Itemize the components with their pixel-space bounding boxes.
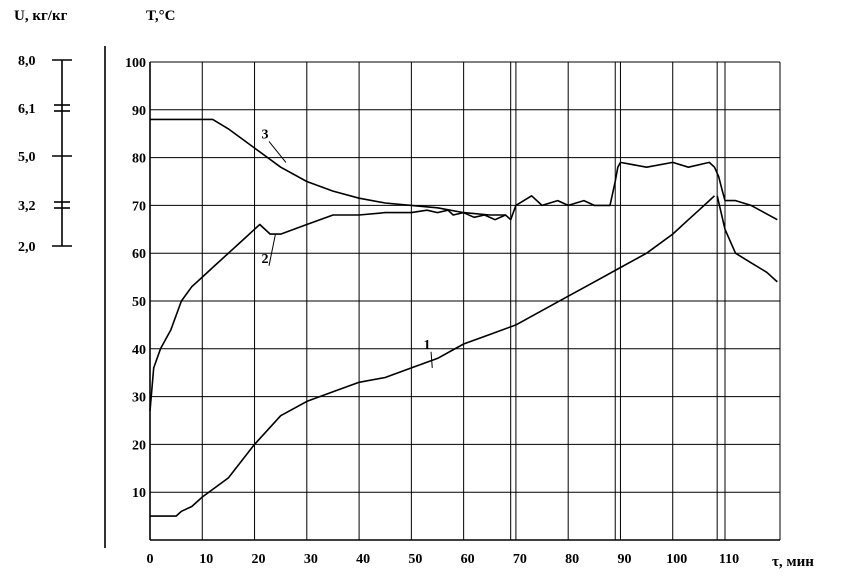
grid — [150, 61, 781, 540]
y-tick-label: 70 — [132, 199, 146, 214]
curve-label: 1 — [424, 338, 431, 353]
y-tick-label: 30 — [132, 391, 146, 406]
x-tick-label: 90 — [617, 552, 631, 567]
curve-label-leader — [430, 351, 433, 368]
curve-label: 3 — [262, 127, 269, 142]
curve-label: 2 — [262, 252, 269, 267]
u-axis-title: U, кг/кг — [14, 8, 68, 24]
y-tick-label: 80 — [132, 152, 146, 167]
u-tick-label: 8,0 — [18, 54, 36, 69]
series-line-4 — [716, 195, 778, 283]
x-tick-label: 50 — [408, 552, 422, 567]
y-tick-label: 60 — [132, 247, 146, 262]
curve-labels: 1 2 3 — [262, 127, 433, 368]
series — [149, 118, 778, 517]
t-axis-title: T,°C — [146, 8, 175, 24]
x-tick-label: 100 — [666, 552, 687, 567]
x-tick-label: 0 — [147, 552, 154, 567]
x-tick-label: 110 — [719, 552, 739, 567]
x-tick-label: 10 — [199, 552, 213, 567]
tick-labels: 8,0 6,1 5,0 3,2 2,0 10 20 30 40 50 60 70 80 90 100 0 10 2… — [18, 54, 739, 567]
axes — [52, 46, 780, 548]
y-tick-label: 90 — [132, 104, 146, 119]
u-tick-label: 6,1 — [18, 102, 36, 117]
curve-label-leader — [268, 233, 276, 266]
u-tick-label: 5,0 — [18, 150, 36, 165]
x-tick-label: 70 — [513, 552, 527, 567]
x-tick-label: 40 — [356, 552, 370, 567]
y-tick-label: 40 — [132, 343, 146, 358]
series-line-1 — [150, 195, 716, 517]
x-tick-label: 60 — [461, 552, 475, 567]
curve-label-leader — [268, 141, 287, 163]
x-tick-label: 20 — [252, 552, 266, 567]
y-tick-label: 50 — [132, 295, 146, 310]
u-tick-label: 2,0 — [18, 240, 36, 255]
x-axis-title: τ, мин — [772, 554, 814, 570]
x-tick-label: 30 — [304, 552, 318, 567]
y-tick-label: 20 — [132, 438, 146, 453]
x-tick-label: 80 — [565, 552, 579, 567]
y-tick-label: 100 — [125, 56, 146, 71]
y-tick-label: 10 — [132, 486, 146, 501]
series-line-3 — [150, 118, 506, 216]
u-tick-label: 3,2 — [18, 199, 36, 214]
